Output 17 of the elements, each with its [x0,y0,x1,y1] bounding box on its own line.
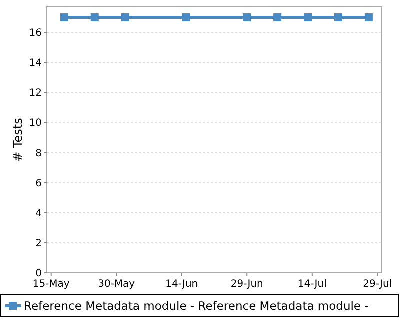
x-tick-label: 14-Jul [298,279,327,290]
y-tick-label: 10 [29,118,42,130]
x-tick-label: 14-Jun [166,279,198,290]
y-tick-label: 8 [36,148,42,160]
x-tick-label: 29-Jul [363,279,392,290]
y-tick-label: 2 [36,238,42,250]
y-tick-label: 4 [36,208,42,220]
y-tick-label: 0 [36,268,42,280]
y-tick-label: 14 [29,58,42,70]
x-tick-label: 30-May [98,279,136,290]
y-tick-label: 12 [29,88,42,100]
legend-label: Reference Metadata module - Reference Metadata module - [24,299,369,314]
y-tick-label: 6 [36,178,42,190]
x-tick-label: 15-May [32,279,70,290]
y-axis-title: # Tests [11,118,25,162]
y-tick-label: 16 [29,28,42,40]
x-tick-label: 29-Jun [230,279,264,290]
